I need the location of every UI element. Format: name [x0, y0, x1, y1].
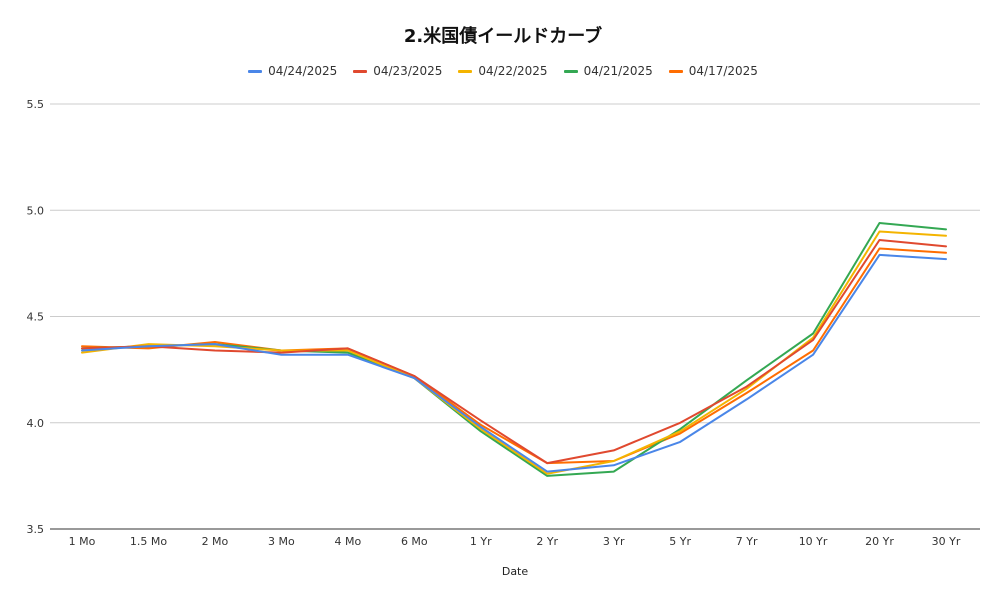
legend-item: 04/21/2025 — [563, 64, 653, 78]
legend-item: 04/22/2025 — [458, 64, 548, 78]
legend-label: 04/21/2025 — [583, 64, 653, 78]
legend-swatch — [668, 69, 683, 73]
x-tick-label: 6 Mo — [401, 535, 428, 548]
legend-item: 04/23/2025 — [353, 64, 442, 78]
y-tick-label: 4.5 — [27, 311, 45, 324]
series-line-04-22-2025 — [81, 230, 947, 475]
legend: 04/24/2025 04/23/2025 04/22/2025 04/21/2025… — [0, 64, 1006, 78]
x-tick-label: 4 Mo — [334, 535, 361, 548]
x-axis-title: Date — [502, 565, 529, 578]
legend-label: 04/17/2025 — [688, 64, 758, 78]
legend-swatch — [563, 69, 578, 73]
legend-item: 04/17/2025 — [668, 64, 758, 78]
series-line-04-17-2025 — [81, 247, 947, 465]
chart-title: 2.米国債イールドカーブ — [403, 26, 603, 47]
series-line-04-23-2025 — [81, 239, 947, 465]
legend-item: 04/24/2025 — [248, 64, 337, 78]
legend-swatch — [248, 69, 263, 73]
x-tick-label: 7 Yr — [736, 535, 758, 548]
legend-swatch — [353, 69, 368, 73]
y-tick-label: 5.0 — [27, 204, 45, 217]
x-tick-label: 30 Yr — [932, 535, 961, 548]
x-tick-label: 1 Yr — [470, 535, 492, 548]
x-tick-label: 10 Yr — [799, 535, 828, 548]
x-tick-label: 1.5 Mo — [130, 535, 167, 548]
series-line-04-24-2025 — [81, 253, 947, 473]
x-tick-label: 5 Yr — [669, 535, 691, 548]
legend-swatch — [458, 69, 473, 73]
x-tick-label: 20 Yr — [865, 535, 894, 548]
y-tick-label: 3.5 — [27, 523, 45, 536]
legend-label: 04/24/2025 — [268, 64, 338, 78]
y-tick-label: 4.0 — [27, 417, 45, 430]
x-tick-label: 1 Mo — [69, 535, 96, 548]
x-tick-label: 2 Mo — [202, 535, 229, 548]
x-tick-label: 3 Mo — [268, 535, 295, 548]
legend-label: 04/22/2025 — [478, 64, 548, 78]
x-tick-label: 3 Yr — [603, 535, 625, 548]
legend-label: 04/23/2025 — [373, 64, 443, 78]
y-tick-label: 5.5 — [27, 98, 45, 111]
x-tick-label: 2 Yr — [536, 535, 558, 548]
